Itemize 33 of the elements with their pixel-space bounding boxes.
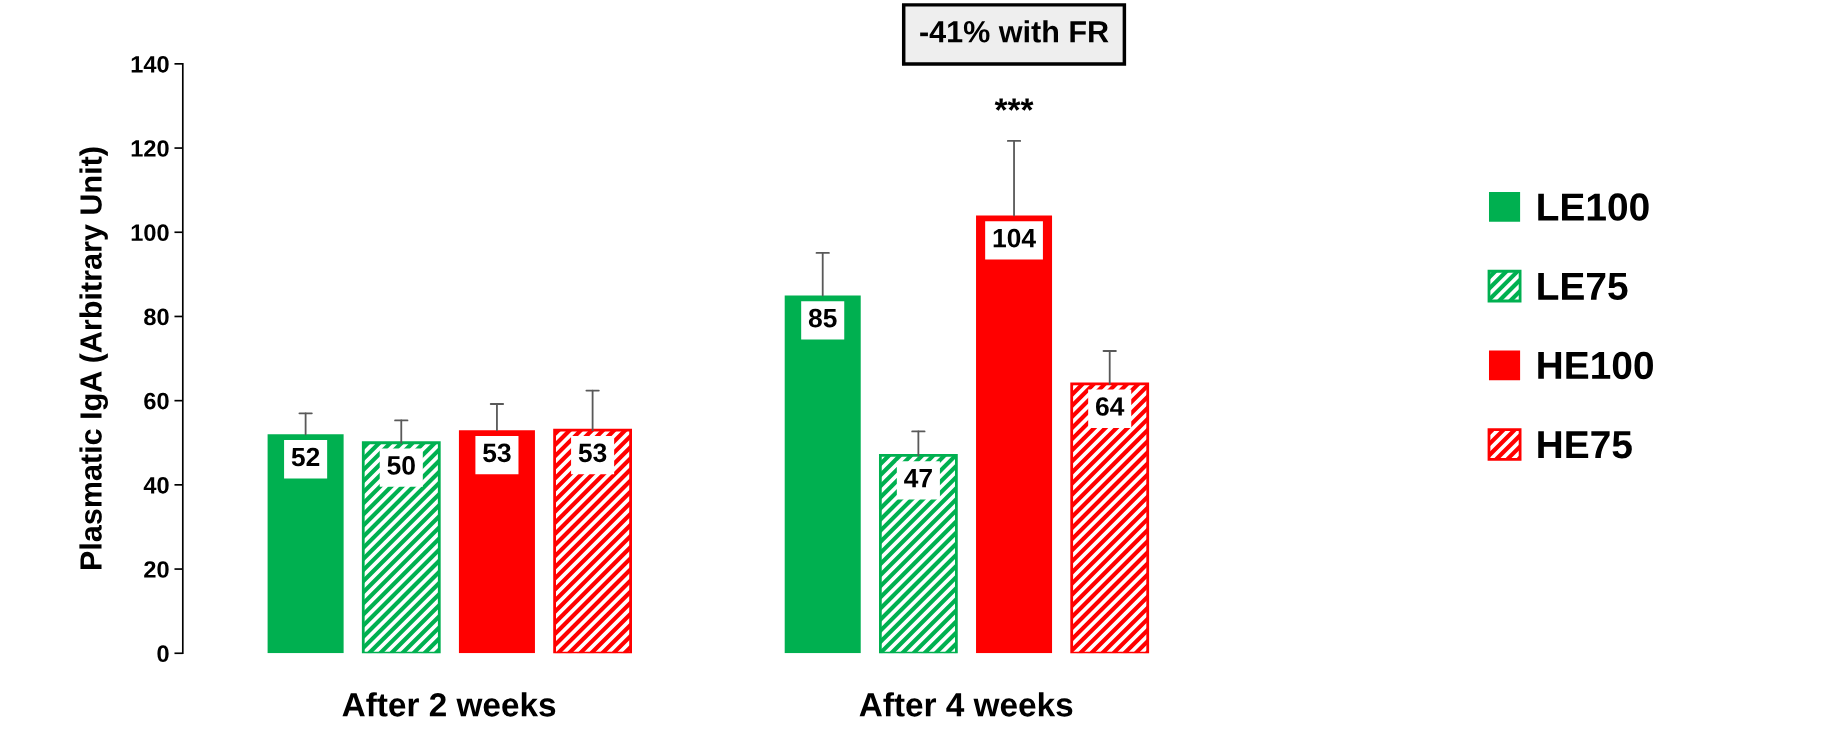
data-label: 47 bbox=[904, 468, 932, 488]
text: -41% with FR bbox=[920, 20, 1109, 43]
data-label: 52 bbox=[291, 447, 320, 467]
data-label: 104 bbox=[993, 228, 1036, 248]
bar bbox=[553, 428, 632, 654]
bar bbox=[784, 295, 861, 654]
data-label: 53 bbox=[578, 443, 607, 463]
y-tick-label: 80 bbox=[144, 308, 169, 326]
legend-label: LE75 bbox=[1538, 272, 1628, 301]
annotation: *** bbox=[994, 98, 1034, 111]
bar bbox=[361, 441, 441, 654]
y-tick-label: 20 bbox=[144, 561, 169, 578]
y-tick-label: 0 bbox=[157, 645, 169, 663]
x-tick-label: After 4 weeks bbox=[859, 692, 1073, 717]
x-tick-label: After 2 weeks bbox=[342, 692, 556, 717]
data-label: 64 bbox=[1095, 397, 1125, 416]
y-axis-title: Plasmatic IgA (Arbitrary Unit) bbox=[79, 147, 108, 570]
legend-label: LE100 bbox=[1538, 193, 1649, 221]
legend-label: HE75 bbox=[1538, 431, 1632, 459]
y-tick-label: 140 bbox=[131, 55, 169, 73]
y-tick-label: 120 bbox=[131, 140, 169, 157]
bar bbox=[878, 454, 958, 654]
data-label: 50 bbox=[387, 456, 415, 475]
data-label: 53 bbox=[483, 443, 511, 463]
bar bbox=[458, 430, 535, 654]
legend-label: HE100 bbox=[1538, 351, 1653, 380]
bar bbox=[267, 434, 344, 654]
bar bbox=[1070, 382, 1150, 654]
y-tick-label: 100 bbox=[131, 224, 169, 242]
y-tick-label: 60 bbox=[144, 392, 169, 410]
data-label: 85 bbox=[808, 308, 837, 328]
y-tick-label: 40 bbox=[143, 476, 169, 494]
bar bbox=[976, 215, 1053, 654]
